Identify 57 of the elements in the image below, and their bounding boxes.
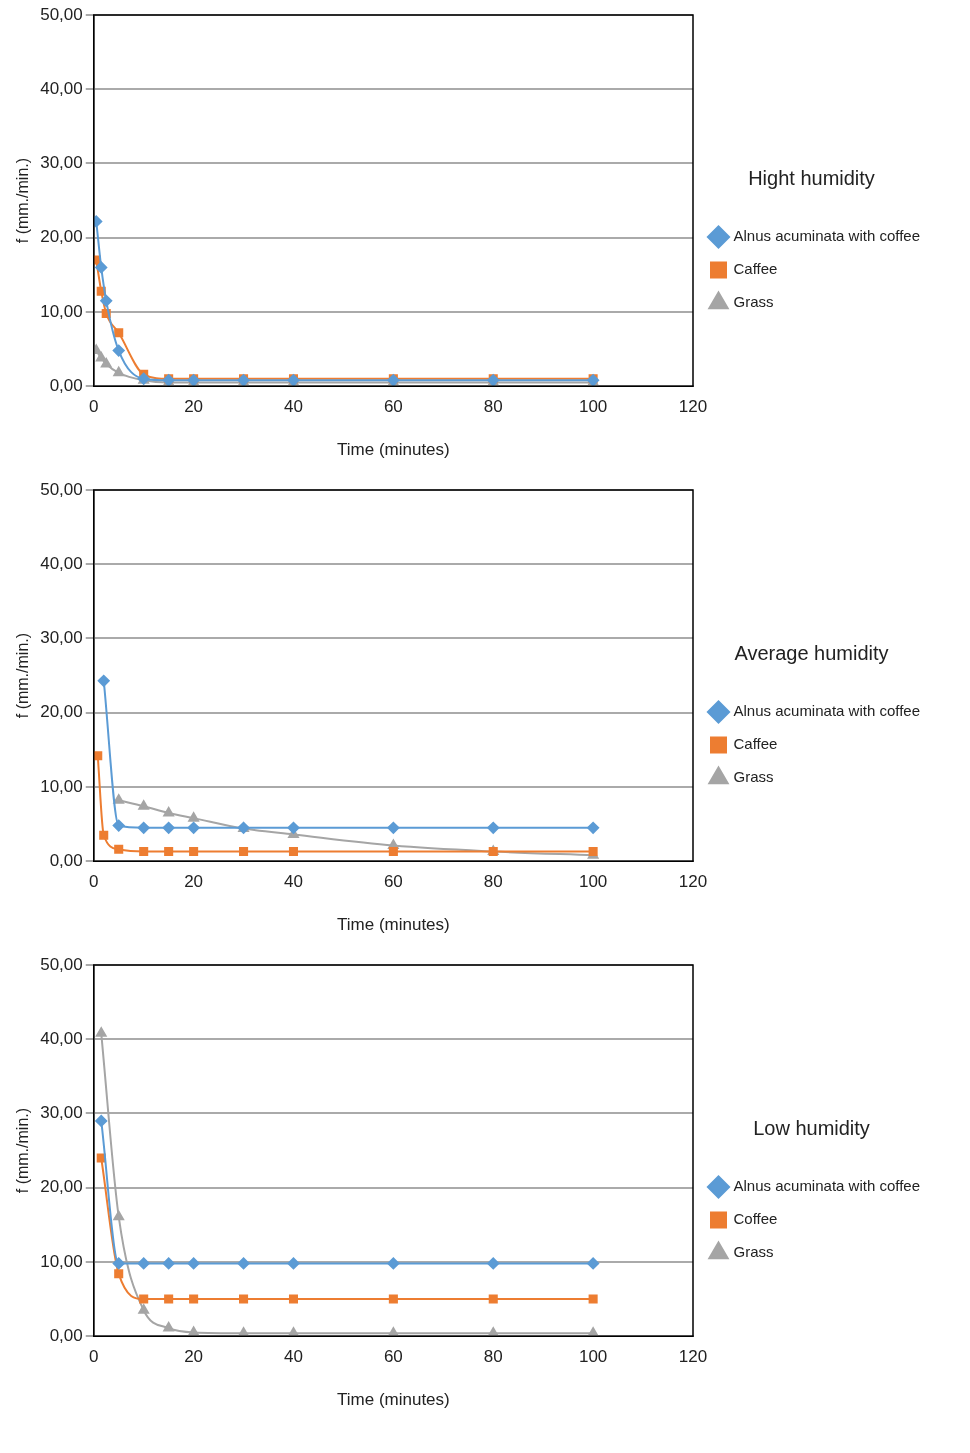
legend-label: Grass <box>733 293 774 311</box>
y-tick-label: 30,00 <box>40 628 83 648</box>
x-tick-label: 20 <box>184 1347 204 1367</box>
x-tick-label: 60 <box>383 872 403 892</box>
y-tick-label: 40,00 <box>40 78 83 98</box>
y-tick-label: 30,00 <box>40 153 83 173</box>
x-tick-label: 40 <box>284 1347 303 1367</box>
x-tick-label: 40 <box>284 872 303 892</box>
y-tick-label: 10,00 <box>40 776 83 796</box>
legend-label: Grass <box>733 1243 774 1261</box>
x-tick-label: 20 <box>184 872 204 892</box>
legend-label: Alnus acuminata with coffee <box>733 1177 920 1195</box>
y-tick-label: 50,00 <box>40 954 83 974</box>
x-tick-label: 20 <box>184 397 204 417</box>
legend-title: Hight humidity <box>748 167 875 190</box>
x-tick-label: 100 <box>578 1347 608 1367</box>
y-tick-label: 20,00 <box>40 1177 83 1197</box>
legend-label: Alnus acuminata with coffee <box>733 227 920 245</box>
y-tick-label: 10,00 <box>40 301 83 321</box>
x-tick-label: 120 <box>678 1347 708 1367</box>
x-tick-label: 120 <box>678 872 708 892</box>
x-tick-label: 0 <box>89 1347 99 1367</box>
legend-label: Caffee <box>733 735 778 753</box>
x-tick-label: 60 <box>383 1347 403 1367</box>
y-tick-label: 0,00 <box>49 375 83 395</box>
x-tick-label: 0 <box>89 872 99 892</box>
x-axis-title: Time (minutes) <box>337 1390 450 1410</box>
y-tick-label: 0,00 <box>49 1325 83 1345</box>
x-tick-label: 60 <box>383 397 403 417</box>
y-tick-label: 50,00 <box>40 479 83 499</box>
x-tick-label: 100 <box>578 397 608 417</box>
y-tick-label: 0,00 <box>49 850 83 870</box>
y-tick-label: 20,00 <box>40 702 83 722</box>
x-tick-label: 100 <box>578 872 608 892</box>
legend-label: Coffee <box>733 1210 778 1228</box>
x-tick-label: 120 <box>678 397 708 417</box>
y-tick-label: 40,00 <box>40 553 83 573</box>
x-tick-label: 80 <box>483 872 503 892</box>
legend-title: Low humidity <box>753 1117 870 1140</box>
y-axis-title: f (mm./min.) <box>14 1107 32 1194</box>
y-tick-label: 50,00 <box>40 4 83 24</box>
y-tick-label: 20,00 <box>40 227 83 247</box>
y-axis-title: f (mm./min.) <box>14 157 32 244</box>
legend-label: Grass <box>733 768 774 786</box>
y-axis-title: f (mm./min.) <box>14 632 32 719</box>
x-axis-title: Time (minutes) <box>337 915 450 935</box>
y-tick-label: 10,00 <box>40 1251 83 1271</box>
x-axis-title: Time (minutes) <box>337 440 450 460</box>
y-tick-label: 40,00 <box>40 1028 83 1048</box>
legend-title: Average humidity <box>734 642 889 665</box>
legend-label: Alnus acuminata with coffee <box>733 702 920 720</box>
x-tick-label: 40 <box>284 397 303 417</box>
y-tick-label: 30,00 <box>40 1103 83 1123</box>
x-tick-label: 80 <box>483 1347 503 1367</box>
x-tick-label: 80 <box>483 397 503 417</box>
x-tick-label: 0 <box>89 397 99 417</box>
legend-label: Caffee <box>733 260 778 278</box>
